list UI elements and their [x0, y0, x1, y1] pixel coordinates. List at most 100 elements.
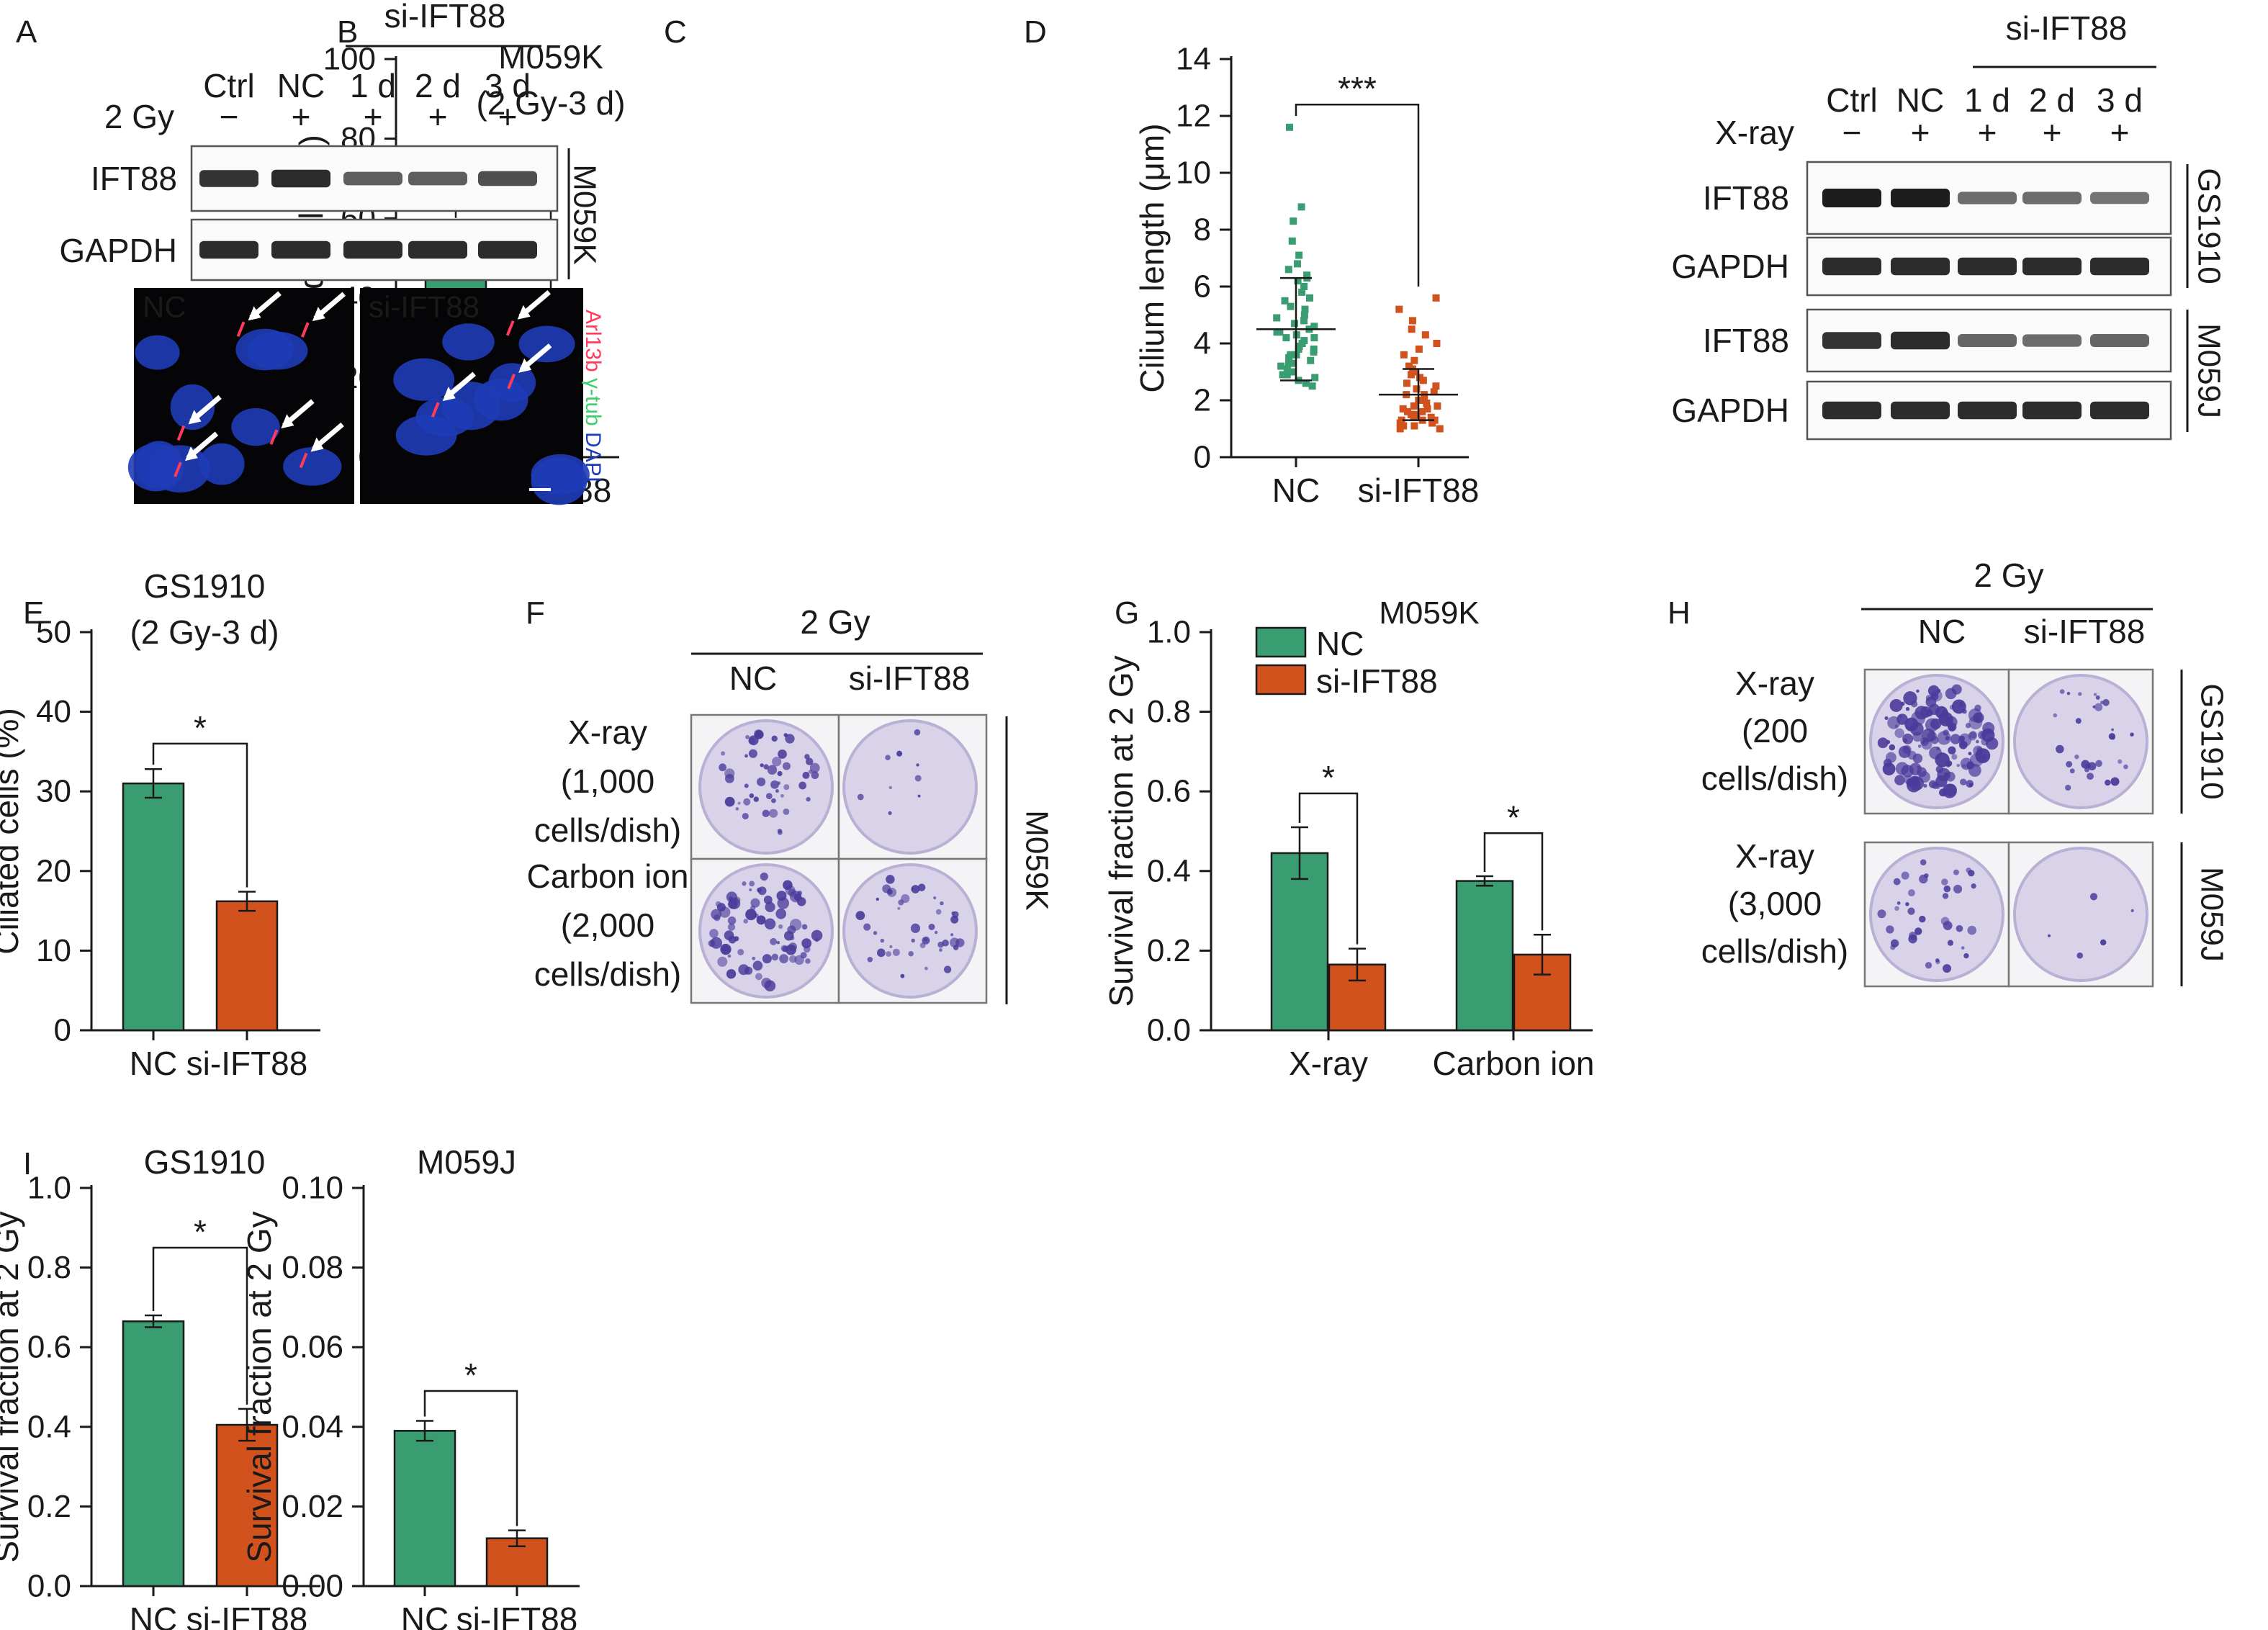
- cilium: [176, 425, 186, 441]
- x-tick-label: Carbon ion: [1432, 1045, 1594, 1082]
- stain-name: γ-tub: [582, 372, 606, 426]
- colony: [1908, 935, 1917, 944]
- significance-bracket: [152, 742, 248, 888]
- colony: [727, 916, 737, 925]
- colony: [750, 898, 760, 908]
- colony: [1889, 744, 1896, 751]
- blot-band: [199, 170, 258, 187]
- colony: [771, 798, 776, 803]
- dose-label: 2 Gy: [800, 603, 870, 641]
- row-label: (200: [1742, 712, 1808, 749]
- nucleus: [135, 335, 180, 370]
- colony: [782, 762, 791, 770]
- data-point: [1300, 317, 1308, 325]
- colony: [886, 875, 895, 884]
- data-point: [1423, 405, 1431, 413]
- significance-star: *: [194, 709, 207, 747]
- colony: [777, 897, 790, 909]
- colony: [771, 735, 778, 742]
- dose-sign: +: [2043, 114, 2062, 151]
- colony: [1930, 736, 1939, 744]
- stain-name: Arl13b: [582, 310, 606, 372]
- cilium: [299, 452, 308, 469]
- colony: [911, 938, 915, 943]
- significance-bracket: [423, 1390, 518, 1526]
- colony: [2089, 893, 2098, 901]
- y-tick-label: 0.6: [27, 1330, 71, 1365]
- colony: [924, 966, 928, 971]
- arrowhead-icon: [518, 358, 532, 373]
- y-tick-label: 2: [1194, 383, 1211, 418]
- colony: [1890, 945, 1896, 950]
- dose-label: 2 Gy: [104, 98, 174, 135]
- colony: [867, 956, 873, 963]
- colony: [1968, 716, 1983, 730]
- data-point: [1430, 388, 1438, 396]
- colony: [886, 888, 893, 895]
- colony: [753, 729, 763, 739]
- cilium: [507, 373, 516, 390]
- data-point: [1294, 277, 1302, 285]
- data-point: [1307, 356, 1315, 364]
- x-tick-label: si-IFT88: [456, 1600, 578, 1630]
- colony: [789, 919, 802, 931]
- colony: [1912, 753, 1923, 764]
- colony: [916, 763, 919, 767]
- colony: [753, 796, 759, 802]
- colony: [1917, 744, 1922, 748]
- colony: [1877, 737, 1889, 749]
- blot-band: [343, 171, 402, 186]
- colony: [745, 734, 750, 739]
- data-point: [1285, 354, 1293, 361]
- panel-letter-a: A: [16, 14, 37, 50]
- significance-star: *: [194, 1213, 207, 1251]
- colony: [1886, 925, 1894, 934]
- nucleus: [231, 408, 280, 446]
- colony: [2094, 703, 2103, 711]
- data-point: [1284, 359, 1292, 367]
- row-label: IFT88: [1703, 179, 1789, 217]
- colony: [709, 929, 719, 938]
- colony: [719, 906, 731, 918]
- colony: [1962, 764, 1966, 768]
- data-point: [1432, 294, 1440, 302]
- data-point: [1310, 348, 1318, 356]
- colony: [2065, 784, 2071, 791]
- cell-line-label: GS1910: [2195, 683, 2230, 799]
- colony: [901, 893, 910, 904]
- arrowhead-icon: [188, 410, 202, 425]
- data-point: [1413, 385, 1421, 393]
- colony: [917, 794, 921, 798]
- colony: [737, 801, 741, 805]
- group-label: si-IFT88: [2006, 9, 2128, 47]
- colony: [1907, 889, 1915, 897]
- colony: [1943, 885, 1951, 893]
- colony: [1945, 783, 1957, 796]
- culture-dish: [2013, 674, 2148, 809]
- colony: [775, 789, 779, 793]
- colony: [2108, 733, 2116, 740]
- colony: [757, 886, 767, 896]
- arrowhead-icon: [517, 305, 531, 320]
- data-point: [1295, 251, 1303, 259]
- culture-dish: [1869, 847, 2004, 982]
- significance-star: ***: [1338, 70, 1377, 107]
- blot-band: [408, 171, 467, 186]
- row-label: IFT88: [1703, 322, 1789, 359]
- culture-dish: [698, 863, 834, 999]
- colony: [2069, 768, 2075, 774]
- colony: [2130, 909, 2134, 912]
- colony: [1981, 728, 1995, 742]
- colony: [955, 938, 965, 947]
- y-tick-label: 0.0: [1147, 1013, 1191, 1048]
- cilium: [300, 322, 310, 338]
- data-point: [1301, 305, 1309, 313]
- colony: [801, 924, 808, 930]
- colony: [1935, 752, 1950, 767]
- colony: [1961, 946, 1965, 950]
- arrowhead-icon: [281, 414, 294, 429]
- colony: [928, 923, 935, 930]
